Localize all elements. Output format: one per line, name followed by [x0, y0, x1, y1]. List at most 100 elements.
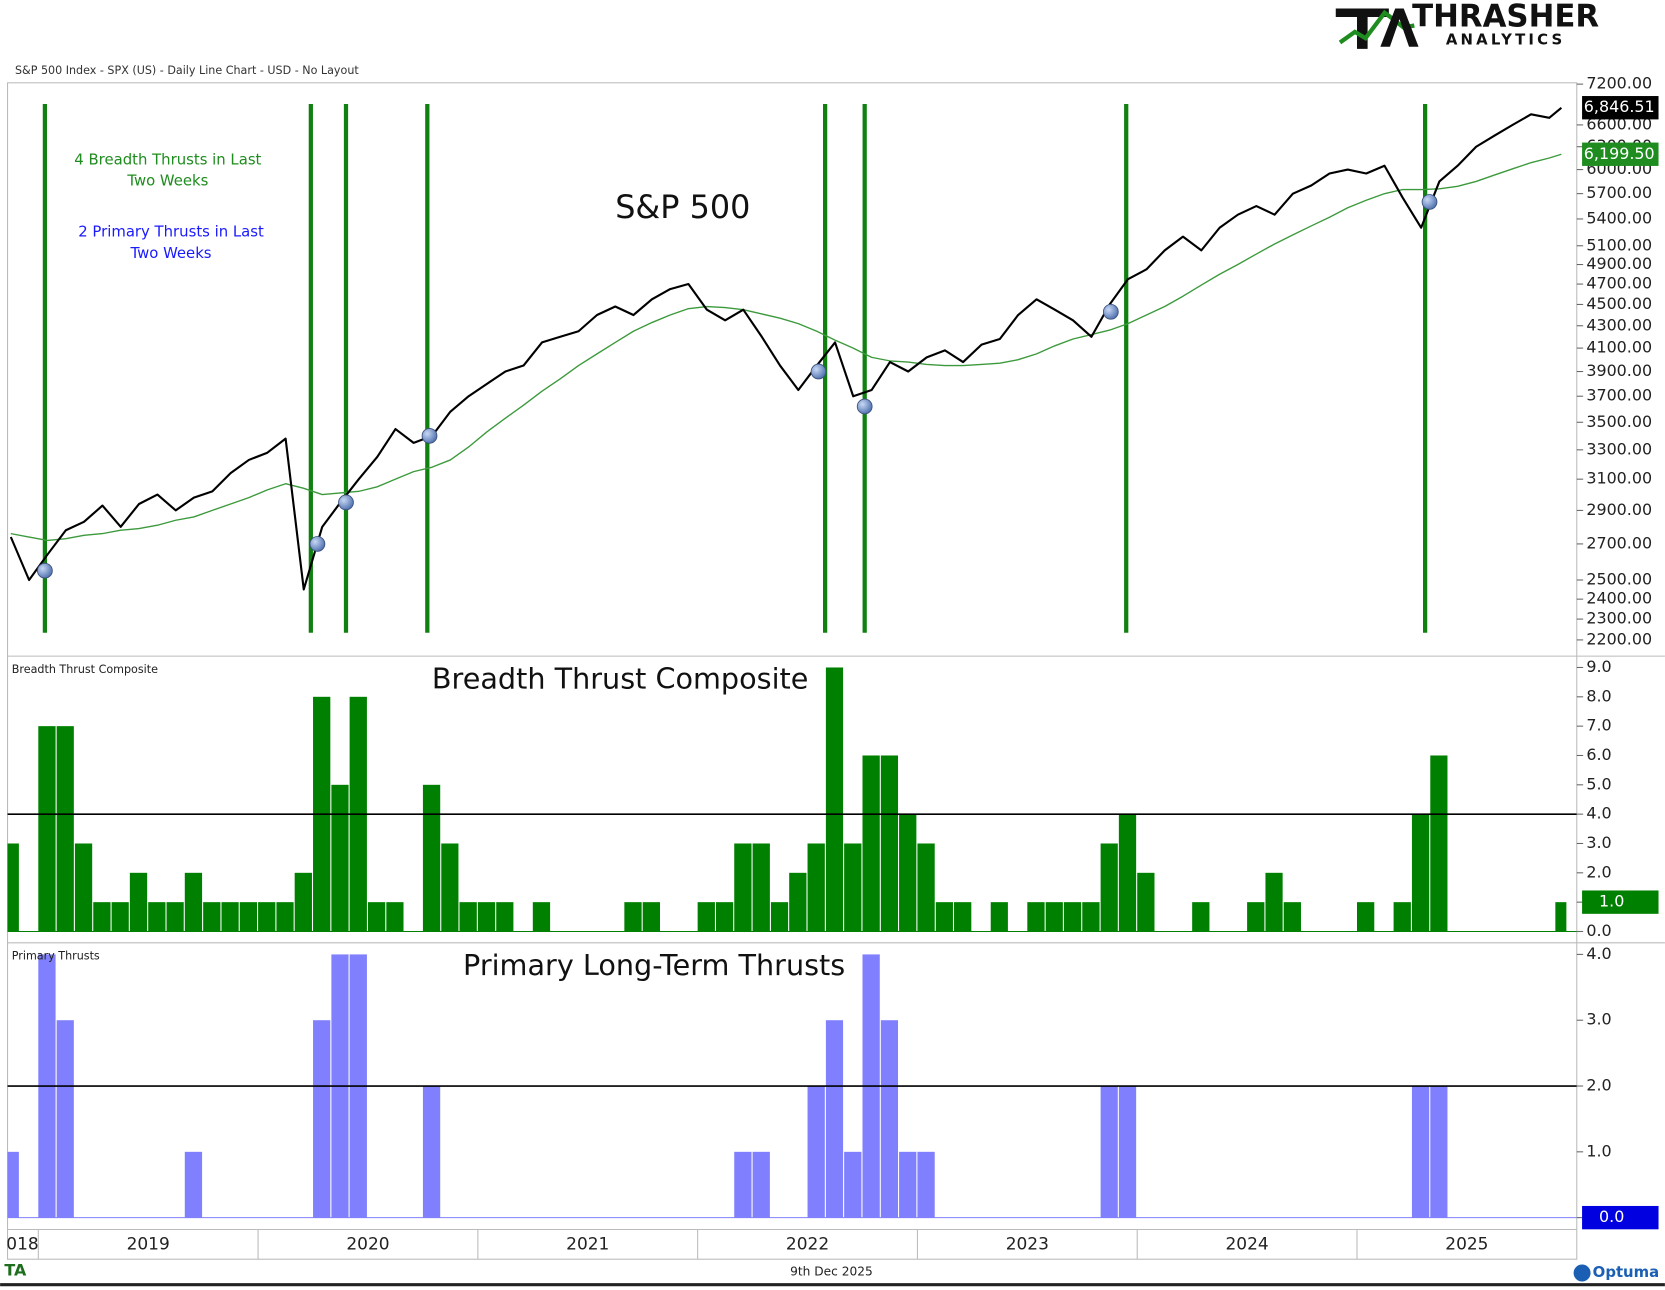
bar: [1411, 814, 1430, 932]
plot-area: [7, 104, 1577, 1219]
last-value-box: [1582, 890, 1659, 914]
bar: [1283, 902, 1301, 932]
bar: [148, 902, 166, 932]
bar: [1045, 902, 1063, 932]
y-tick-label: 3700.00: [1586, 386, 1652, 405]
last-value-label: 1.0: [1599, 892, 1624, 911]
annotation: Two Weeks: [126, 172, 208, 190]
bar: [1118, 814, 1137, 932]
bar: [1118, 1086, 1137, 1218]
y-tick-label: 1.0: [1586, 1141, 1611, 1160]
y-tick-label: 3900.00: [1586, 361, 1652, 380]
bar: [716, 902, 734, 932]
bar: [734, 1151, 752, 1218]
bar: [954, 902, 972, 932]
bar: [184, 1151, 203, 1218]
thrust-point: [309, 536, 326, 552]
x-tick-label: 2018: [0, 1234, 39, 1254]
bar: [917, 1151, 935, 1218]
bar: [386, 902, 404, 932]
y-tick-label: 2700.00: [1586, 533, 1652, 552]
x-tick-label: 2022: [786, 1234, 829, 1254]
bar: [1393, 902, 1411, 932]
y-tick-label: 4.0: [1586, 944, 1611, 963]
bar: [899, 814, 917, 932]
y-tick-label: 7.0: [1586, 716, 1611, 735]
x-tick-label: 2025: [1445, 1234, 1488, 1254]
x-axis: 2018 2019 2020 2021 2022 2023 2024 2025: [0, 1229, 1488, 1260]
y-tick-label: 3500.00: [1586, 412, 1652, 431]
bar: [1027, 902, 1045, 932]
y-tick-label: 2900.00: [1586, 500, 1652, 519]
bar: [313, 1020, 331, 1218]
thrust-point: [421, 427, 438, 444]
y-tick-label: 2.0: [1586, 862, 1611, 881]
y-tick-label: 5100.00: [1586, 235, 1652, 254]
bar: [422, 784, 441, 932]
bar: [807, 1086, 825, 1218]
plot-frame: [7, 82, 1578, 1260]
last-value-box: [1582, 142, 1659, 166]
bar: [56, 726, 74, 932]
bar: [734, 843, 752, 932]
y-tick-label: 2400.00: [1586, 589, 1652, 608]
bar: [166, 902, 184, 932]
x-tick-label: 2021: [566, 1234, 609, 1254]
thrust-point: [338, 494, 354, 511]
annotation: Two Weeks: [130, 244, 212, 262]
y-tick-label: 4700.00: [1586, 274, 1652, 293]
bar: [1082, 902, 1100, 932]
brand-name: THRASHER: [1412, 0, 1599, 35]
y-tick-label: 4300.00: [1586, 315, 1652, 334]
bar: [844, 1151, 862, 1218]
bar: [1356, 902, 1375, 932]
bar: [624, 902, 642, 932]
bar: [752, 1151, 770, 1218]
bar: [1430, 755, 1448, 932]
last-value-box: [1582, 1205, 1659, 1230]
bar: [441, 843, 459, 932]
bar: [532, 902, 551, 932]
vendor-name: Optuma: [1593, 1263, 1659, 1281]
y-tick-label: 4900.00: [1586, 254, 1652, 273]
logo-a: [1380, 8, 1419, 47]
price-line: [9, 106, 1563, 591]
y-tick-label: 4.0: [1586, 804, 1611, 823]
y-tick-label: 3100.00: [1586, 469, 1652, 488]
bar: [1063, 902, 1082, 932]
y-tick-label: 3300.00: [1586, 439, 1652, 458]
bar: [184, 872, 203, 932]
x-tick-label: 2023: [1006, 1234, 1049, 1254]
y-tick-label: 9.0: [1586, 657, 1611, 676]
y-tick-label: 3.0: [1586, 833, 1611, 852]
x-tick-label: 2020: [346, 1234, 389, 1254]
y-tick-label: 2300.00: [1586, 609, 1652, 628]
y-tick-label: 7200.00: [1586, 74, 1652, 93]
chart-title: S&P 500: [615, 188, 750, 226]
x-tick-label: 2019: [127, 1234, 170, 1254]
y-tick-label: 2200.00: [1586, 629, 1652, 648]
bar: [807, 843, 825, 932]
bar: [1137, 872, 1155, 932]
frame: [0, 82, 1665, 1287]
bar: [844, 843, 862, 932]
thrust-point: [37, 562, 53, 579]
bar: [7, 1151, 19, 1218]
bar: [56, 1020, 74, 1218]
logo-t: [1335, 8, 1389, 49]
x-tick-label: 2024: [1226, 1234, 1269, 1254]
bar: [770, 902, 789, 932]
bar: [1100, 1086, 1118, 1218]
bar: [258, 902, 276, 932]
chart-title: Breadth Thrust Composite: [432, 662, 809, 696]
footer-logo: TA: [4, 1260, 27, 1279]
bar: [825, 667, 844, 932]
bar: [1247, 902, 1265, 932]
bar: [7, 843, 19, 932]
bar: [1411, 1086, 1430, 1218]
panel-label: Primary Thrusts: [12, 950, 100, 963]
bar: [74, 843, 93, 932]
last-value-label: 0.0: [1599, 1207, 1624, 1226]
brand-logo: THRASHER ANALYTICS: [1335, 0, 1599, 49]
